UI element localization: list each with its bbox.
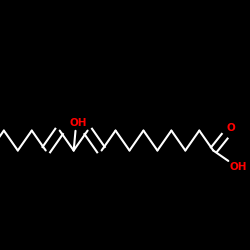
Text: O: O	[227, 123, 235, 133]
Text: OH: OH	[69, 118, 86, 128]
Text: OH: OH	[230, 162, 247, 172]
